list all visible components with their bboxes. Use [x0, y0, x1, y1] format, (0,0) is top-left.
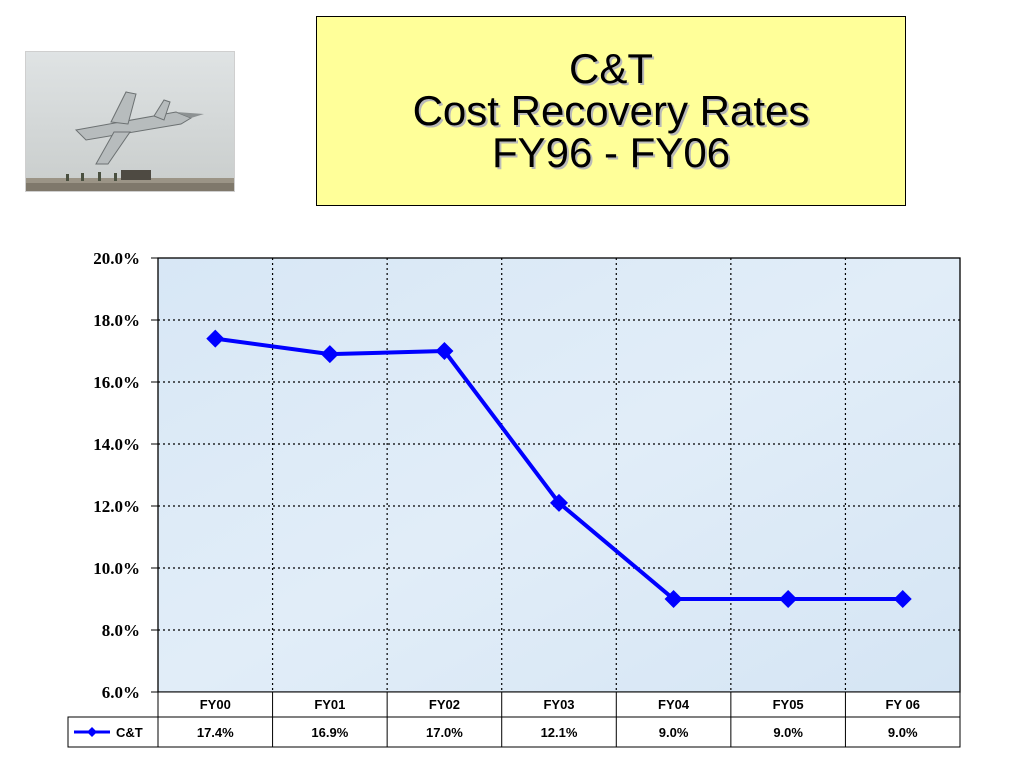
y-tick-label: 14.0%	[93, 435, 140, 454]
y-tick-label: 18.0%	[93, 311, 140, 330]
x-category-label: FY00	[200, 697, 231, 712]
table-data-row	[67, 716, 961, 748]
fighter-jet-photo	[25, 51, 235, 192]
y-tick-label: 10.0%	[93, 559, 140, 578]
data-label: 9.0%	[659, 725, 689, 740]
y-tick-label: 12.0%	[93, 497, 140, 516]
x-category-label: FY03	[543, 697, 574, 712]
x-category-label: FY05	[773, 697, 804, 712]
title-box: C&T Cost Recovery Rates FY96 - FY06	[316, 16, 906, 206]
plot-area-texture	[158, 258, 960, 692]
legend-label: C&T	[116, 725, 143, 740]
y-tick-label: 8.0%	[102, 621, 140, 640]
y-tick-label: 6.0%	[102, 683, 140, 702]
y-tick-label: 20.0%	[93, 249, 140, 268]
data-point-marker	[320, 345, 339, 364]
y-tick-label: 16.0%	[93, 373, 140, 392]
data-label: 17.0%	[426, 725, 463, 740]
legend-marker-key	[87, 727, 97, 737]
title-line-3: FY96 - FY06	[491, 129, 731, 176]
data-point-marker	[664, 590, 683, 608]
data-point-marker	[779, 590, 798, 608]
data-label: 17.4%	[197, 725, 234, 740]
data-point-marker	[206, 329, 225, 348]
x-category-label: FY 06	[885, 697, 919, 712]
x-category-label: FY02	[429, 697, 460, 712]
title-line-2: Cost Recovery Rates	[412, 87, 810, 134]
cost-recovery-chart: 20.0% 18.0% 16.0% 14.0% 12.0% 10.0% 8.0% 6.0% F…	[67, 249, 961, 748]
x-category-label: FY04	[658, 697, 690, 712]
data-label: 12.1%	[541, 725, 578, 740]
data-point-marker	[550, 493, 568, 512]
x-category-label: FY01	[314, 697, 345, 712]
data-label: 9.0%	[888, 725, 918, 740]
data-label: 9.0%	[773, 725, 803, 740]
data-label: 16.9%	[311, 725, 348, 740]
title-line-1: C&T	[569, 45, 653, 92]
data-point-marker	[893, 590, 912, 608]
data-point-marker	[435, 342, 454, 360]
